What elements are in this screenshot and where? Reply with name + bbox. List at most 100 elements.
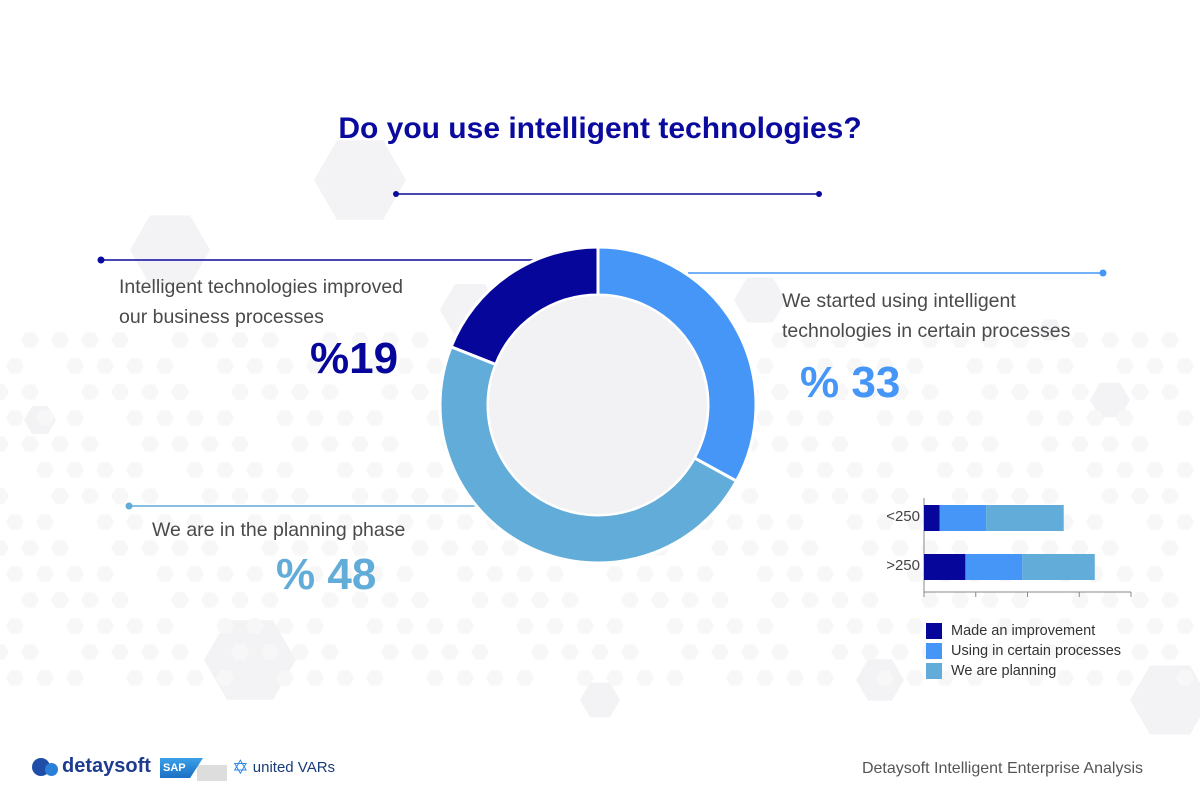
- bar-category-label: <250: [886, 508, 920, 525]
- hexagon-decoration: [314, 140, 406, 220]
- hexagon-decoration: [1101, 488, 1119, 504]
- planning-label: We are in the planning phase: [152, 519, 406, 541]
- hexagon-decoration: [486, 670, 504, 686]
- hexagon-decoration: [291, 644, 309, 660]
- hexagon-decoration: [726, 618, 744, 634]
- hexagon-decoration: [21, 592, 39, 608]
- hexagon-decoration: [1056, 410, 1074, 426]
- hexagon-decoration: [96, 358, 114, 374]
- hexagon-decoration: [546, 566, 564, 582]
- hexagon-decoration: [6, 670, 24, 686]
- hexagon-decoration: [426, 514, 444, 530]
- hexagon-decoration: [276, 462, 294, 478]
- hexagon-decoration: [546, 618, 564, 634]
- legend-swatch-improvement: [926, 623, 942, 639]
- hexagon-decoration: [381, 384, 399, 400]
- hexagon-decoration: [816, 410, 834, 426]
- hexagon-decoration: [126, 670, 144, 686]
- hexagon-decoration: [981, 384, 999, 400]
- hexagon-decoration: [786, 410, 804, 426]
- hexagon-decoration: [111, 488, 129, 504]
- hexagon-decoration: [846, 618, 864, 634]
- hexagon-decoration: [561, 644, 579, 660]
- hexagon-decoration: [366, 462, 384, 478]
- hexagon-decoration: [21, 644, 39, 660]
- hexagon-decoration: [276, 358, 294, 374]
- hexagon-decoration: [96, 514, 114, 530]
- hexagon-decoration: [1071, 384, 1089, 400]
- hexagon-decoration: [756, 618, 774, 634]
- hexagon-decoration: [36, 410, 54, 426]
- bar-segment: [924, 505, 940, 531]
- hexagon-decoration: [996, 462, 1014, 478]
- hexagon-decoration: [246, 358, 264, 374]
- hexagon-decoration: [1086, 670, 1104, 686]
- hexagon-decoration: [381, 592, 399, 608]
- hexagon-decoration: [456, 670, 474, 686]
- hexagon-decoration: [231, 384, 249, 400]
- hexagon-decoration: [306, 410, 324, 426]
- hexagon-decoration: [801, 488, 819, 504]
- hexagon-decoration: [81, 488, 99, 504]
- hexagon-decoration: [156, 410, 174, 426]
- hexagon-decoration: [171, 384, 189, 400]
- hexagon-decoration: [1041, 540, 1059, 556]
- hexagon-decoration: [1116, 358, 1134, 374]
- hexagon-decoration: [156, 514, 174, 530]
- hexagon-decoration: [741, 540, 759, 556]
- hexagon-decoration: [306, 670, 324, 686]
- hexagon-decoration: [1026, 358, 1044, 374]
- hexagon-decoration: [276, 410, 294, 426]
- hexagon-decoration: [1041, 644, 1059, 660]
- hexagon-decoration: [966, 410, 984, 426]
- bar-segment: [939, 505, 987, 531]
- hexagon-decoration: [96, 618, 114, 634]
- hexagon-decoration: [396, 566, 414, 582]
- hexagon-decoration: [816, 462, 834, 478]
- donut-slice-planning: [438, 344, 739, 565]
- hexagon-decoration: [321, 540, 339, 556]
- hexagon-decoration: [1038, 319, 1062, 341]
- hexagon-decoration: [981, 436, 999, 452]
- hexagon-decoration: [186, 410, 204, 426]
- hexagon-decoration: [276, 618, 294, 634]
- hexagon-decoration: [51, 436, 69, 452]
- hexagon-decoration: [231, 436, 249, 452]
- hexagon-decoration: [891, 384, 909, 400]
- planning-connector-dot: [125, 502, 133, 510]
- legend-label: Using in certain processes: [951, 643, 1122, 659]
- hexagon-decoration: [201, 436, 219, 452]
- hexagon-decoration: [36, 462, 54, 478]
- donut-slice-started: [596, 245, 758, 484]
- hexagon-decoration: [861, 332, 879, 348]
- hexagon-decoration: [1026, 410, 1044, 426]
- hexagon-decoration: [351, 592, 369, 608]
- hexagon-decoration: [141, 488, 159, 504]
- hexagon-decoration: [336, 566, 354, 582]
- hexagon-decoration: [951, 592, 969, 608]
- hexagon-decoration: [666, 566, 684, 582]
- hexagon-decoration: [981, 488, 999, 504]
- hexagon-decoration: [1026, 618, 1044, 634]
- hexagon-decoration: [921, 436, 939, 452]
- hexagon-decoration: [1026, 670, 1044, 686]
- hexagon-decoration: [126, 410, 144, 426]
- hexagon-decoration: [816, 670, 834, 686]
- hexagon-decoration: [471, 540, 489, 556]
- hexagon-decoration: [996, 358, 1014, 374]
- hexagon-decoration: [156, 566, 174, 582]
- hexagon-decoration: [411, 332, 429, 348]
- hexagon-decoration: [456, 514, 474, 530]
- hexagon-decoration: [366, 670, 384, 686]
- started-percentage: % 33: [800, 358, 901, 407]
- hexagon-decoration: [231, 488, 249, 504]
- hexagon-decoration: [276, 514, 294, 530]
- hexagon-decoration: [1101, 592, 1119, 608]
- hexagon-decoration: [456, 618, 474, 634]
- hexagon-decoration: [741, 644, 759, 660]
- hexagon-decoration: [1176, 514, 1194, 530]
- hexagon-decoration: [696, 618, 714, 634]
- hexagon-decoration: [396, 358, 414, 374]
- hexagon-decoration: [366, 566, 384, 582]
